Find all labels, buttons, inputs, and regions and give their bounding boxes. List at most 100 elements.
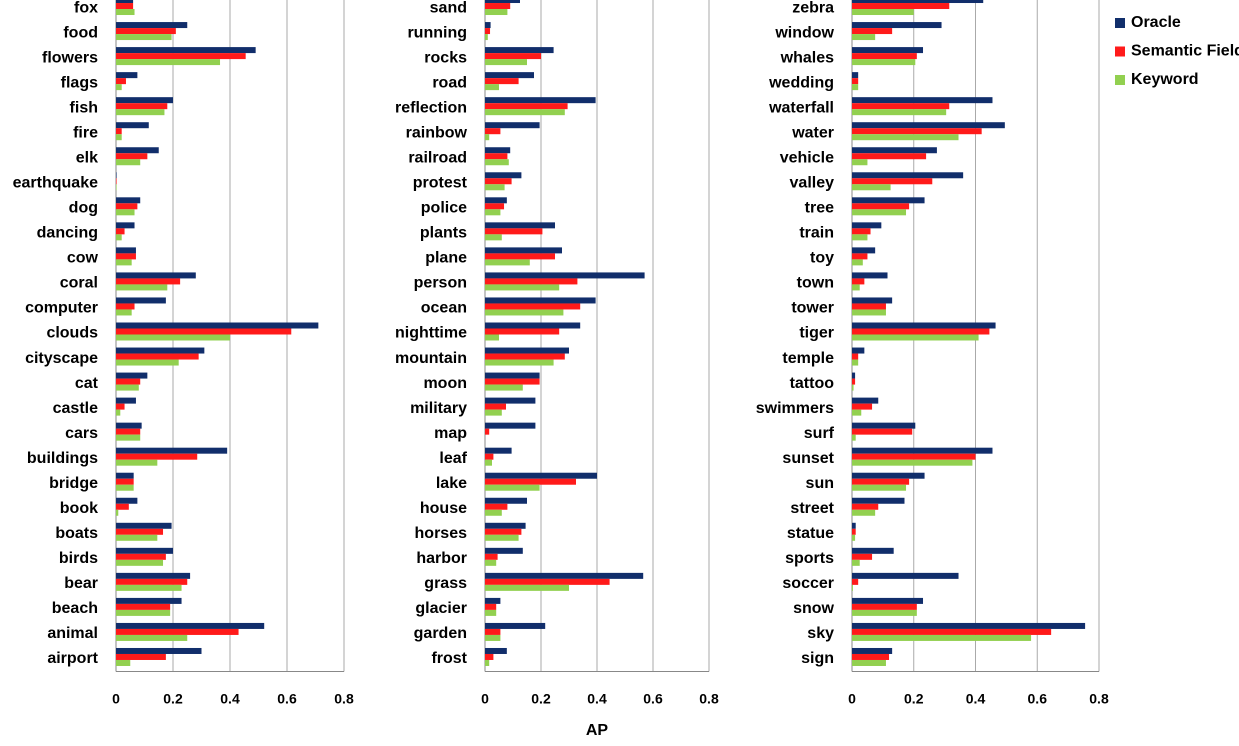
bar xyxy=(485,578,610,585)
x-tick-label: 0.2 xyxy=(163,691,183,707)
bar xyxy=(852,272,888,279)
bar xyxy=(852,559,860,566)
bar xyxy=(485,609,497,616)
x-tick-label: 0.2 xyxy=(904,691,924,707)
bar xyxy=(852,228,871,235)
bar xyxy=(485,197,507,204)
category-label: house xyxy=(420,500,467,517)
category-label: dancing xyxy=(37,225,98,242)
bar xyxy=(116,159,141,166)
bar xyxy=(852,472,925,479)
bar xyxy=(852,259,863,266)
bar xyxy=(852,547,894,554)
bar xyxy=(485,534,519,541)
category-label: lake xyxy=(436,475,467,492)
category-label: cars xyxy=(65,425,98,442)
bar xyxy=(116,447,228,454)
bar xyxy=(116,22,188,29)
bar xyxy=(852,34,876,41)
x-tick-label: 0 xyxy=(848,691,856,707)
category-label: plane xyxy=(425,250,467,267)
bar xyxy=(485,172,522,179)
category-label: road xyxy=(432,74,467,91)
bar xyxy=(852,247,876,254)
category-label: cow xyxy=(67,250,99,267)
bar xyxy=(116,453,198,460)
bar xyxy=(852,147,937,154)
bar xyxy=(485,459,492,466)
bar xyxy=(485,97,596,104)
bar xyxy=(485,209,501,216)
category-label: fish xyxy=(70,99,98,116)
bar xyxy=(852,109,947,116)
legend-swatch xyxy=(1115,18,1125,28)
category-label: harbor xyxy=(416,550,467,567)
bar xyxy=(116,422,142,429)
x-tick-label: 0.4 xyxy=(587,691,607,707)
bar xyxy=(485,353,565,360)
bar xyxy=(852,359,859,366)
bar xyxy=(116,222,135,229)
bar xyxy=(116,28,176,35)
bar xyxy=(852,309,886,316)
legend-label: Oracle xyxy=(1131,14,1181,31)
bar xyxy=(116,597,182,604)
bar xyxy=(116,128,122,135)
category-label: leaf xyxy=(439,450,467,467)
bar xyxy=(485,28,491,35)
bar xyxy=(116,134,122,141)
category-label: fox xyxy=(74,0,98,16)
category-label: statue xyxy=(787,525,834,542)
category-label: book xyxy=(60,500,98,517)
category-label: surf xyxy=(804,425,835,442)
bar xyxy=(852,484,907,491)
bar xyxy=(485,228,543,235)
bar xyxy=(485,584,569,591)
category-label: computer xyxy=(25,300,98,317)
bar xyxy=(116,59,221,66)
bar xyxy=(852,447,993,454)
bar xyxy=(485,428,490,435)
bar xyxy=(116,228,125,235)
legend-label: Semantic Field xyxy=(1131,43,1239,60)
bar xyxy=(485,72,534,79)
bar xyxy=(852,459,973,466)
category-label: plants xyxy=(420,225,467,242)
bar xyxy=(852,353,859,360)
category-label: town xyxy=(797,275,834,292)
bar xyxy=(485,359,554,366)
bar xyxy=(116,459,158,466)
bar xyxy=(852,22,942,29)
bar xyxy=(116,647,202,654)
bar xyxy=(485,278,578,285)
category-label: waterfall xyxy=(768,99,834,116)
bar xyxy=(485,647,507,654)
bar xyxy=(485,328,560,335)
x-tick-label: 0 xyxy=(112,691,120,707)
category-label: earthquake xyxy=(13,174,98,191)
bar xyxy=(852,653,890,660)
category-label: window xyxy=(774,24,834,41)
bar xyxy=(116,203,138,210)
category-label: moon xyxy=(423,375,467,392)
bar xyxy=(116,78,126,85)
bar xyxy=(852,284,860,291)
bar xyxy=(852,53,917,60)
category-label: sand xyxy=(430,0,467,16)
bar xyxy=(116,9,135,16)
bar xyxy=(116,503,129,510)
legend-swatch xyxy=(1115,46,1125,57)
category-label: horses xyxy=(415,525,468,542)
bar xyxy=(116,628,239,635)
category-label: boats xyxy=(55,525,98,542)
bar xyxy=(116,334,230,341)
bar xyxy=(852,478,910,485)
bar xyxy=(852,28,893,35)
category-label: person xyxy=(414,275,467,292)
bar xyxy=(485,134,490,141)
bar xyxy=(852,184,891,191)
bar xyxy=(852,303,886,310)
bar xyxy=(485,547,523,554)
bar xyxy=(485,634,501,641)
bar xyxy=(485,309,564,316)
